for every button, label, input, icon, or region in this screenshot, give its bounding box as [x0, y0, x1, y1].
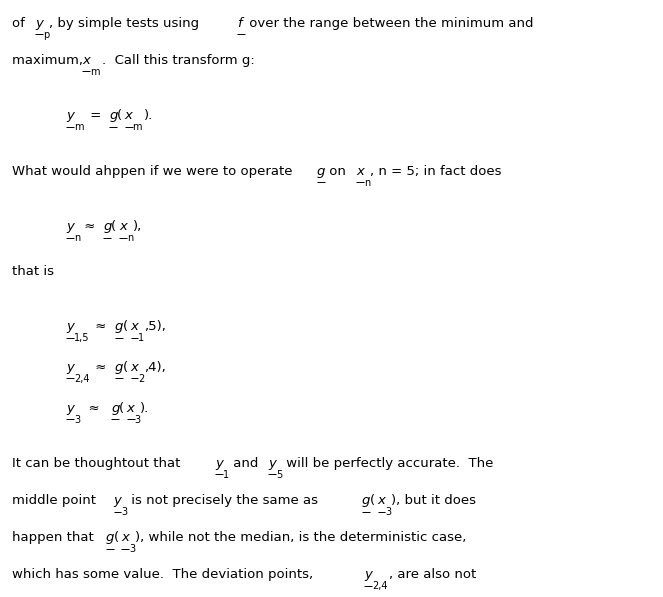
Text: ), but it does: ), but it does	[391, 494, 476, 507]
Text: 1: 1	[223, 470, 229, 480]
Text: g: g	[317, 165, 326, 178]
Text: 3: 3	[385, 507, 392, 517]
Text: ≈: ≈	[80, 402, 104, 415]
Text: happen that: happen that	[12, 531, 98, 544]
Text: x: x	[127, 402, 135, 415]
Text: x: x	[121, 531, 129, 544]
Text: 2,4: 2,4	[74, 374, 90, 384]
Text: , by simple tests using: , by simple tests using	[49, 17, 204, 30]
Text: ≈: ≈	[80, 220, 99, 233]
Text: g: g	[115, 361, 123, 374]
Text: x: x	[131, 321, 139, 333]
Text: (: (	[370, 494, 375, 507]
Text: is not precisely the same as: is not precisely the same as	[127, 494, 322, 507]
Text: x: x	[356, 165, 364, 178]
Text: ≈: ≈	[91, 321, 111, 333]
Text: (: (	[117, 109, 122, 122]
Text: m: m	[133, 122, 142, 132]
Text: p: p	[43, 30, 50, 39]
Text: x: x	[125, 109, 133, 122]
Text: , are also not: , are also not	[389, 568, 476, 581]
Text: 3: 3	[74, 414, 80, 424]
Text: (: (	[123, 321, 128, 333]
Text: 1: 1	[139, 333, 145, 343]
Text: g: g	[362, 494, 371, 507]
Text: y: y	[215, 457, 223, 470]
Text: m: m	[74, 122, 84, 132]
Text: y: y	[66, 109, 74, 122]
Text: y: y	[66, 321, 74, 333]
Text: over the range between the minimum and: over the range between the minimum and	[245, 17, 533, 30]
Text: It can be thoughtout that: It can be thoughtout that	[12, 457, 184, 470]
Text: g: g	[103, 220, 112, 233]
Text: .  Call this transform g:: . Call this transform g:	[101, 54, 255, 67]
Text: (: (	[113, 531, 119, 544]
Text: n: n	[127, 233, 133, 243]
Text: f: f	[237, 17, 241, 30]
Text: n: n	[74, 233, 80, 243]
Text: of: of	[12, 17, 29, 30]
Text: g: g	[111, 402, 119, 415]
Text: y: y	[113, 494, 121, 507]
Text: (: (	[111, 220, 116, 233]
Text: which has some value.  The deviation points,: which has some value. The deviation poin…	[12, 568, 318, 581]
Text: y: y	[268, 457, 276, 470]
Text: x: x	[131, 361, 139, 374]
Text: , n = 5; in fact does: , n = 5; in fact does	[370, 165, 501, 178]
Text: What would ahppen if we were to operate: What would ahppen if we were to operate	[12, 165, 296, 178]
Text: 2: 2	[139, 374, 145, 384]
Text: 3: 3	[129, 544, 135, 554]
Text: (: (	[123, 361, 128, 374]
Text: y: y	[66, 361, 74, 374]
Text: 1,5: 1,5	[74, 333, 90, 343]
Text: ), while not the median, is the deterministic case,: ), while not the median, is the determin…	[135, 531, 467, 544]
Text: on: on	[325, 165, 350, 178]
Text: ≈: ≈	[91, 361, 111, 374]
Text: ),: ),	[133, 220, 142, 233]
Text: m: m	[90, 67, 99, 76]
Text: y: y	[66, 402, 74, 415]
Text: 3: 3	[135, 414, 141, 424]
Text: ,5),: ,5),	[144, 321, 166, 333]
Text: will be perfectly accurate.  The: will be perfectly accurate. The	[282, 457, 493, 470]
Text: y: y	[364, 568, 372, 581]
Text: x: x	[119, 220, 127, 233]
Text: middle point: middle point	[12, 494, 100, 507]
Text: 5: 5	[276, 470, 282, 480]
Text: g: g	[115, 321, 123, 333]
Text: maximum,: maximum,	[12, 54, 87, 67]
Text: g: g	[109, 109, 117, 122]
Text: 2,4: 2,4	[372, 581, 387, 591]
Text: ,4),: ,4),	[144, 361, 166, 374]
Text: y: y	[66, 220, 74, 233]
Text: ).: ).	[141, 402, 150, 415]
Text: (: (	[119, 402, 124, 415]
Text: ).: ).	[144, 109, 153, 122]
Text: that is: that is	[12, 265, 54, 278]
Text: g: g	[106, 531, 114, 544]
Text: 3: 3	[121, 507, 127, 517]
Text: n: n	[364, 178, 370, 187]
Text: x: x	[82, 54, 90, 67]
Text: =: =	[86, 109, 105, 122]
Text: y: y	[35, 17, 43, 30]
Text: x: x	[377, 494, 385, 507]
Text: and: and	[229, 457, 263, 470]
